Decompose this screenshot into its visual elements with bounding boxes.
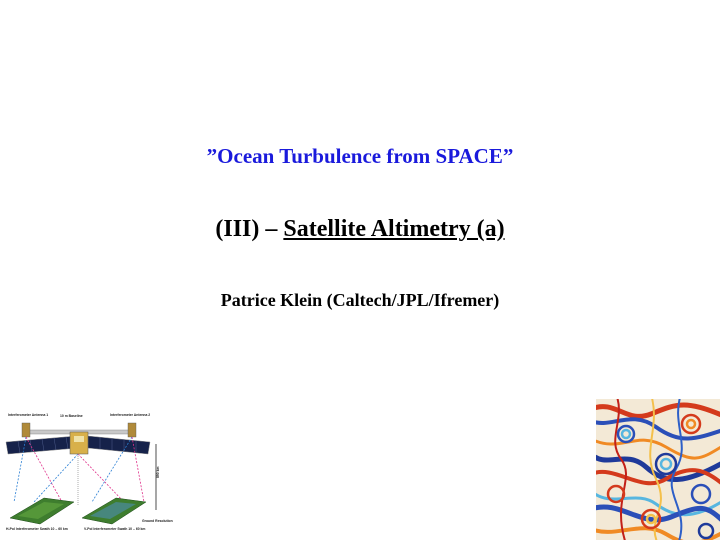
label-resolution: Ground Resolution xyxy=(142,519,173,523)
turbulence-vorticity-image xyxy=(596,399,720,540)
subtitle-prefix: (III) – xyxy=(215,216,283,242)
label-antenna-1: Interferometer Antenna 1 xyxy=(8,413,48,417)
subtitle-topic: Satellite Altimetry (a) xyxy=(283,216,504,242)
satellite-swath-diagram: Interferometer Antenna 1 10 m Baseline I… xyxy=(4,406,174,538)
label-antenna-2: Interferometer Antenna 2 xyxy=(110,413,150,417)
label-h-pol: H-Pol Interferometer Swath 10 – 60 km xyxy=(6,527,68,531)
label-altitude: 890 km xyxy=(156,467,160,479)
slide-title: ”Ocean Turbulence from SPACE” xyxy=(0,144,720,169)
slide-subtitle: (III) – Satellite Altimetry (a) xyxy=(0,216,720,243)
author-line: Patrice Klein (Caltech/JPL/Ifremer) xyxy=(0,290,720,311)
label-baseline: 10 m Baseline xyxy=(60,414,83,418)
label-v-pol: V-Pol Interferometer Swath 10 – 60 km xyxy=(84,527,145,531)
